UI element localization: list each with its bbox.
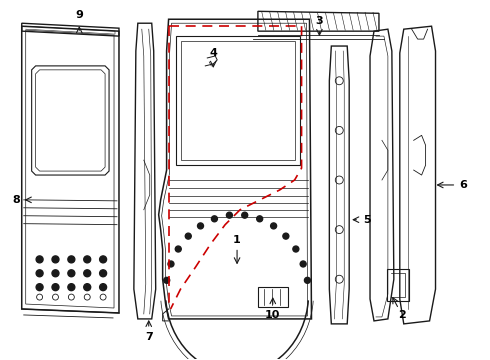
Circle shape xyxy=(242,212,248,218)
Circle shape xyxy=(99,256,107,263)
Text: 5: 5 xyxy=(363,215,371,225)
Circle shape xyxy=(52,256,59,263)
Circle shape xyxy=(226,212,232,218)
Circle shape xyxy=(293,246,299,252)
Circle shape xyxy=(84,270,91,277)
Circle shape xyxy=(212,216,218,222)
Circle shape xyxy=(197,223,203,229)
Text: 8: 8 xyxy=(12,195,20,205)
Text: 4: 4 xyxy=(209,48,217,58)
Circle shape xyxy=(304,277,310,283)
Circle shape xyxy=(36,284,43,291)
Circle shape xyxy=(68,284,75,291)
Circle shape xyxy=(68,270,75,277)
Text: 1: 1 xyxy=(233,234,241,244)
Circle shape xyxy=(84,256,91,263)
Circle shape xyxy=(36,270,43,277)
Circle shape xyxy=(99,284,107,291)
Circle shape xyxy=(52,284,59,291)
Circle shape xyxy=(164,277,170,283)
Bar xyxy=(258,287,288,307)
Circle shape xyxy=(175,246,181,252)
Circle shape xyxy=(68,256,75,263)
Text: 3: 3 xyxy=(316,16,323,26)
Circle shape xyxy=(283,233,289,239)
Circle shape xyxy=(300,261,306,267)
Text: 2: 2 xyxy=(398,310,406,320)
Text: 7: 7 xyxy=(145,332,152,342)
Circle shape xyxy=(84,284,91,291)
Circle shape xyxy=(168,261,174,267)
Circle shape xyxy=(36,256,43,263)
Circle shape xyxy=(270,223,276,229)
Circle shape xyxy=(257,216,263,222)
Text: 10: 10 xyxy=(265,310,280,320)
Circle shape xyxy=(185,233,191,239)
Circle shape xyxy=(52,270,59,277)
Bar xyxy=(387,269,409,301)
Text: 9: 9 xyxy=(75,10,83,20)
Circle shape xyxy=(99,270,107,277)
Text: 6: 6 xyxy=(459,180,467,190)
